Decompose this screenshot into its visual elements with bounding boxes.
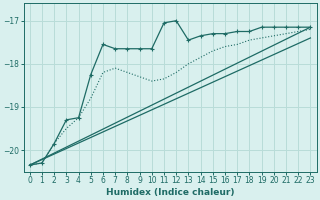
X-axis label: Humidex (Indice chaleur): Humidex (Indice chaleur): [106, 188, 234, 197]
